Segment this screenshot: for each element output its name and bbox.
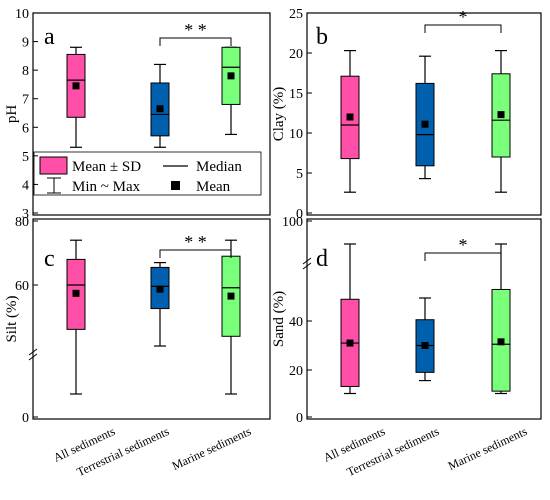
panel-b-ytick-label: 25 xyxy=(289,7,303,22)
panel-c-marine-mean xyxy=(227,292,235,300)
panel-b-significance-label: * xyxy=(459,7,468,27)
panel-d-ytick-label: 40 xyxy=(289,315,303,330)
panel-d-significance-label: * xyxy=(459,235,468,255)
panel-b-significance-bracket xyxy=(424,24,502,33)
panel-c-ytick-label: 60 xyxy=(15,279,29,294)
panel-c-letter: c xyxy=(44,246,55,272)
legend-mean-label: Mean xyxy=(196,179,231,195)
panel-a-ytick-label: 3 xyxy=(22,207,29,222)
panel-b-terrestrial-mean xyxy=(421,120,429,128)
panel-b-ytick-label: 15 xyxy=(289,87,303,102)
x-label-terrestrial-right: Terrestrial sediments xyxy=(345,424,442,479)
legend-min-max-label: Min ~ Max xyxy=(72,179,141,195)
panel-d-all-mean xyxy=(346,339,354,347)
panel-c-axis-break xyxy=(28,348,38,361)
panel-b-letter: b xyxy=(316,24,328,50)
panel-b-ytick-label: 10 xyxy=(289,127,303,142)
panel-a-significance-label: * * xyxy=(184,20,207,40)
panel-b-ytick-label: 5 xyxy=(296,167,303,182)
panel-d-terrestrial-mean xyxy=(421,342,429,349)
panel-a-ytick-label: 8 xyxy=(22,64,29,79)
panel-a-ytick-label: 4 xyxy=(22,178,29,193)
panel-b-marine-mean xyxy=(497,111,505,119)
panel-b-ytick-label: 20 xyxy=(289,47,303,62)
legend-mean-sd-swatch xyxy=(39,156,68,175)
panel-a-marine-mean xyxy=(227,72,235,80)
legend: Mean ± SD Median Min ~ Max Mean xyxy=(33,151,262,196)
panel-d-marine-mean xyxy=(497,338,505,346)
legend-mean-marker xyxy=(171,181,180,190)
panel-d-ytick-label: 20 xyxy=(289,364,303,379)
panel-a-ylabel: pH xyxy=(4,105,20,124)
panel-c-terrestrial-mean xyxy=(156,285,164,293)
panel-d-ytick-label: 100 xyxy=(282,215,303,230)
panel-a-significance-bracket xyxy=(159,37,232,46)
panel-a-ytick-label: 7 xyxy=(22,93,29,108)
legend-min-max-glyph xyxy=(47,177,61,194)
legend-frame xyxy=(33,151,262,196)
panel-d-frame xyxy=(306,218,542,420)
panel-b-ylabel: Clay (%) xyxy=(271,87,287,142)
panel-c-significance-bracket xyxy=(159,249,232,258)
panel-a-terrestrial-mean xyxy=(156,105,164,113)
x-label-marine-right: Marine sediments xyxy=(446,424,530,473)
panel-c-ytick-label: 80 xyxy=(15,215,29,230)
legend-median-label: Median xyxy=(196,159,242,175)
panel-d-axis-break xyxy=(302,257,312,270)
panel-a-letter: a xyxy=(44,24,55,50)
panel-a-ytick-label: 10 xyxy=(15,7,29,22)
panel-c-significance-label: * * xyxy=(184,232,207,252)
panel-d-letter: d xyxy=(316,246,328,272)
x-label-marine-left: Marine sediments xyxy=(170,424,254,473)
panel-c-ylabel: Silt (%) xyxy=(4,295,20,342)
legend-mean-sd-label: Mean ± SD xyxy=(72,159,141,175)
panel-b-ytick-label: 0 xyxy=(296,207,303,222)
panel-a-ytick-label: 5 xyxy=(22,150,29,165)
panel-b-all-mean xyxy=(346,113,354,121)
panel-a-all-mean xyxy=(72,82,80,90)
panel-d-significance-bracket xyxy=(424,252,502,261)
panel-a-ytick-label: 6 xyxy=(22,121,29,136)
panel-a-frame xyxy=(32,12,271,216)
panel-c-frame xyxy=(32,218,271,420)
panel-d-ylabel: Sand (%) xyxy=(271,291,287,347)
panel-c-all-mean xyxy=(72,289,80,297)
panel-c-ytick-label: 0 xyxy=(22,411,29,426)
panel-d-ytick-label: 0 xyxy=(296,411,303,426)
panel-b-frame xyxy=(306,12,542,216)
panel-a-ytick-label: 9 xyxy=(22,36,29,51)
x-label-terrestrial-left: Terrestrial sediments xyxy=(75,424,172,479)
plot-layer: 3 4 5 6 7 8 9 10 * * 0 5 10 15 20 25 * 0 60 80 * * 0 20 40 100 * xyxy=(15,7,511,426)
